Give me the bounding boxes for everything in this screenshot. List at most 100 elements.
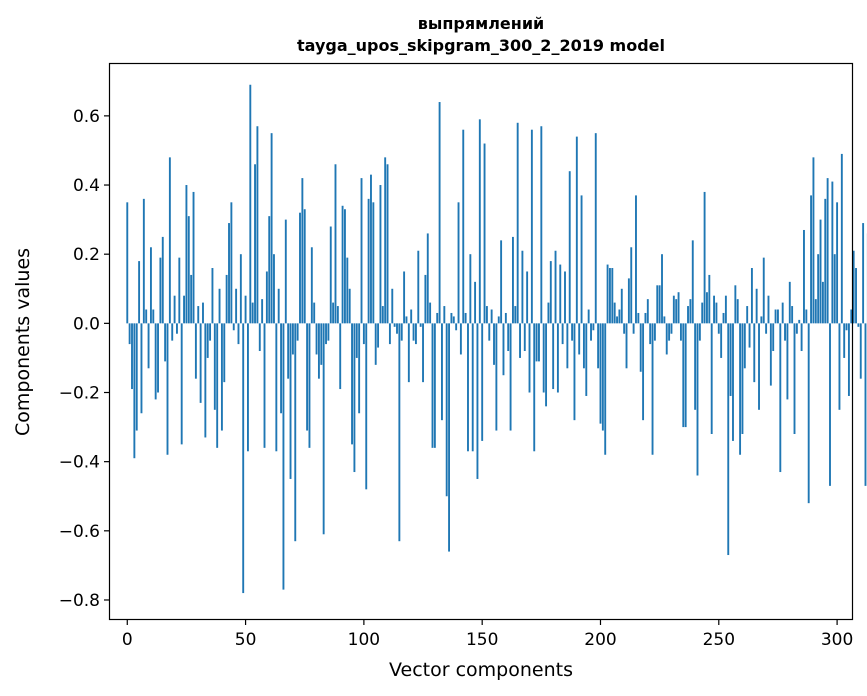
bar: [275, 323, 278, 452]
y-tick-label: 0.6: [73, 107, 100, 127]
bar: [168, 157, 171, 324]
bar: [653, 323, 656, 341]
bar: [303, 209, 306, 324]
bar: [727, 323, 730, 556]
bar: [781, 302, 784, 324]
bar: [258, 323, 261, 352]
bar: [344, 209, 346, 324]
bar: [464, 312, 467, 324]
bar: [199, 323, 202, 403]
bar: [419, 323, 422, 327]
bar: [706, 292, 708, 324]
bar: [218, 288, 221, 324]
bar: [703, 191, 706, 324]
bar: [523, 323, 526, 352]
bar: [459, 323, 462, 355]
bar: [760, 316, 763, 324]
bar: [313, 302, 316, 324]
bar: [282, 323, 285, 590]
bar: [410, 309, 413, 324]
bar: [736, 299, 739, 324]
bar: [514, 306, 517, 324]
bar: [630, 247, 633, 324]
bar: [803, 229, 805, 324]
bar: [145, 309, 148, 324]
bar: [852, 250, 855, 324]
bar: [450, 312, 453, 324]
bar: [310, 247, 313, 324]
bar: [273, 254, 275, 324]
bar: [864, 323, 867, 486]
bar: [462, 129, 465, 324]
y-tick-label: 0.0: [73, 314, 100, 334]
bar: [637, 312, 640, 324]
bar: [627, 278, 630, 324]
bar: [192, 191, 195, 324]
bar: [478, 119, 481, 324]
bar: [327, 323, 330, 341]
bar: [611, 268, 614, 324]
bar: [407, 323, 410, 383]
bar: [348, 288, 351, 324]
bar: [701, 302, 704, 324]
bar: [840, 153, 843, 324]
y-tick-label: −0.4: [59, 453, 100, 473]
y-axis-ticks: −0.8 −0.6 −0.4 −0.2 0.0 0.2 0.4 0.6: [59, 107, 110, 611]
bar: [474, 281, 477, 324]
bar: [729, 323, 732, 396]
bar: [594, 133, 597, 324]
bar: [294, 323, 297, 542]
bar: [774, 309, 777, 324]
bar: [220, 323, 223, 431]
bar: [289, 323, 292, 479]
bar: [336, 306, 339, 324]
bar: [526, 271, 529, 324]
bar: [831, 181, 834, 324]
bar: [377, 323, 380, 348]
bar: [422, 323, 424, 383]
bar: [332, 302, 335, 324]
bar: [616, 316, 618, 324]
bar: [795, 323, 798, 334]
bar: [753, 323, 756, 383]
bar: [793, 323, 796, 434]
bar: [301, 178, 304, 324]
x-tick-label: 0: [122, 630, 133, 650]
bar: [164, 323, 167, 362]
bar: [556, 323, 559, 393]
x-axis-label: Vector components: [389, 659, 573, 681]
bar: [599, 323, 602, 424]
bar: [646, 299, 649, 324]
bar: [176, 323, 178, 334]
bar: [436, 312, 439, 324]
bar: [850, 309, 853, 324]
bar: [367, 198, 370, 324]
bar: [414, 323, 417, 345]
bar: [838, 323, 841, 410]
bar: [845, 323, 848, 331]
bar: [403, 271, 406, 324]
bar: [521, 250, 524, 324]
bar: [724, 295, 727, 324]
bar: [821, 281, 824, 324]
bar: [568, 171, 571, 324]
x-tick-label: 300: [821, 630, 853, 650]
bar: [235, 288, 238, 324]
bar: [161, 236, 164, 324]
bar: [412, 323, 415, 341]
bar: [381, 306, 384, 324]
bar: [855, 268, 857, 324]
bar: [859, 323, 862, 379]
bar: [230, 202, 233, 324]
bar: [836, 202, 839, 324]
bar: [268, 216, 271, 324]
bar: [317, 323, 320, 379]
bar: [265, 271, 268, 324]
bar: [670, 323, 673, 334]
bar: [426, 233, 429, 324]
bar: [741, 323, 744, 434]
plot-frame: [108, 62, 854, 621]
bar: [582, 323, 585, 369]
bar: [708, 274, 711, 324]
